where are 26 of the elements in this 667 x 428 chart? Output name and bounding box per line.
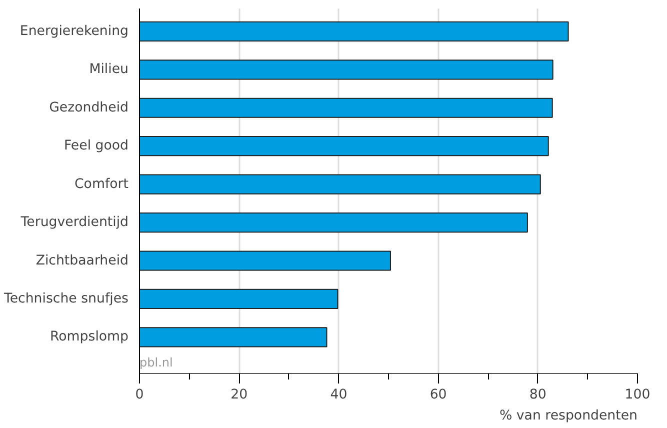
- x-tick-label: 20: [230, 388, 248, 402]
- bar: [140, 288, 338, 310]
- x-tick-label: 100: [624, 388, 650, 402]
- x-tick-label: 80: [529, 388, 546, 402]
- bar: [140, 250, 391, 271]
- bar: [140, 98, 553, 118]
- bar: [140, 21, 569, 42]
- y-tick-label: Technische snufjes: [2, 291, 129, 306]
- x-tick-label: 60: [430, 388, 447, 402]
- y-tick-label: Energierekening: [20, 24, 129, 39]
- bar: [140, 212, 528, 233]
- bar: [140, 60, 554, 80]
- y-tick-label: Terugverdientijd: [20, 215, 129, 230]
- y-tick-label: Feel good: [64, 138, 129, 154]
- y-tick-label: Comfort: [74, 176, 129, 192]
- annotation: pbl.nl: [140, 356, 173, 370]
- x-tick-label: 40: [330, 388, 348, 402]
- y-tick-label: Milieu: [89, 62, 129, 78]
- x-axis-title: % van respondenten: [499, 408, 638, 424]
- y-tick-label: Gezondheid: [49, 100, 129, 116]
- bar: [140, 327, 328, 348]
- y-tick-label: Rompslomp: [50, 330, 129, 345]
- y-tick-label: Zichtbaarheid: [36, 253, 128, 268]
- x-tick-label: 0: [135, 388, 144, 402]
- bar: [140, 136, 549, 156]
- bar: [140, 174, 541, 194]
